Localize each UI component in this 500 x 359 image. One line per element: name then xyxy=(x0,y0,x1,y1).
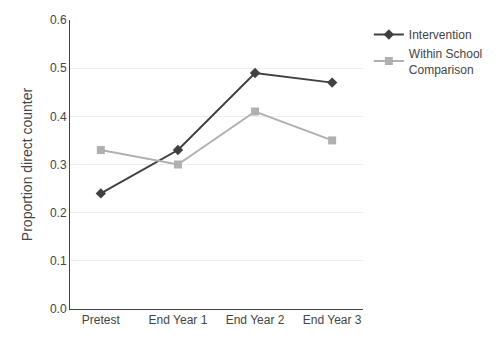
svg-text:0.4: 0.4 xyxy=(50,110,67,124)
svg-text:End Year 2: End Year 2 xyxy=(226,313,285,327)
svg-text:Within SchoolComparison: Within SchoolComparison xyxy=(409,47,482,77)
svg-text:0.6: 0.6 xyxy=(50,13,67,27)
svg-text:0.0: 0.0 xyxy=(50,302,67,316)
svg-text:0.3: 0.3 xyxy=(50,158,67,172)
svg-text:0.1: 0.1 xyxy=(50,254,67,268)
svg-text:Pretest: Pretest xyxy=(82,313,121,327)
svg-text:End Year 1: End Year 1 xyxy=(149,313,208,327)
svg-text:End Year 3: End Year 3 xyxy=(303,313,362,327)
svg-text:Proportion direct counter: Proportion direct counter xyxy=(19,88,35,242)
svg-text:0.5: 0.5 xyxy=(50,61,67,75)
svg-text:0.2: 0.2 xyxy=(50,206,67,220)
svg-text:Intervention: Intervention xyxy=(409,28,472,42)
